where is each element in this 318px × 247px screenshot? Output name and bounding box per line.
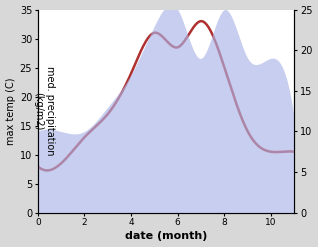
Y-axis label: max temp (C): max temp (C) — [5, 77, 16, 145]
Y-axis label: med. precipitation
(kg/m2): med. precipitation (kg/m2) — [34, 66, 55, 156]
X-axis label: date (month): date (month) — [125, 231, 207, 242]
